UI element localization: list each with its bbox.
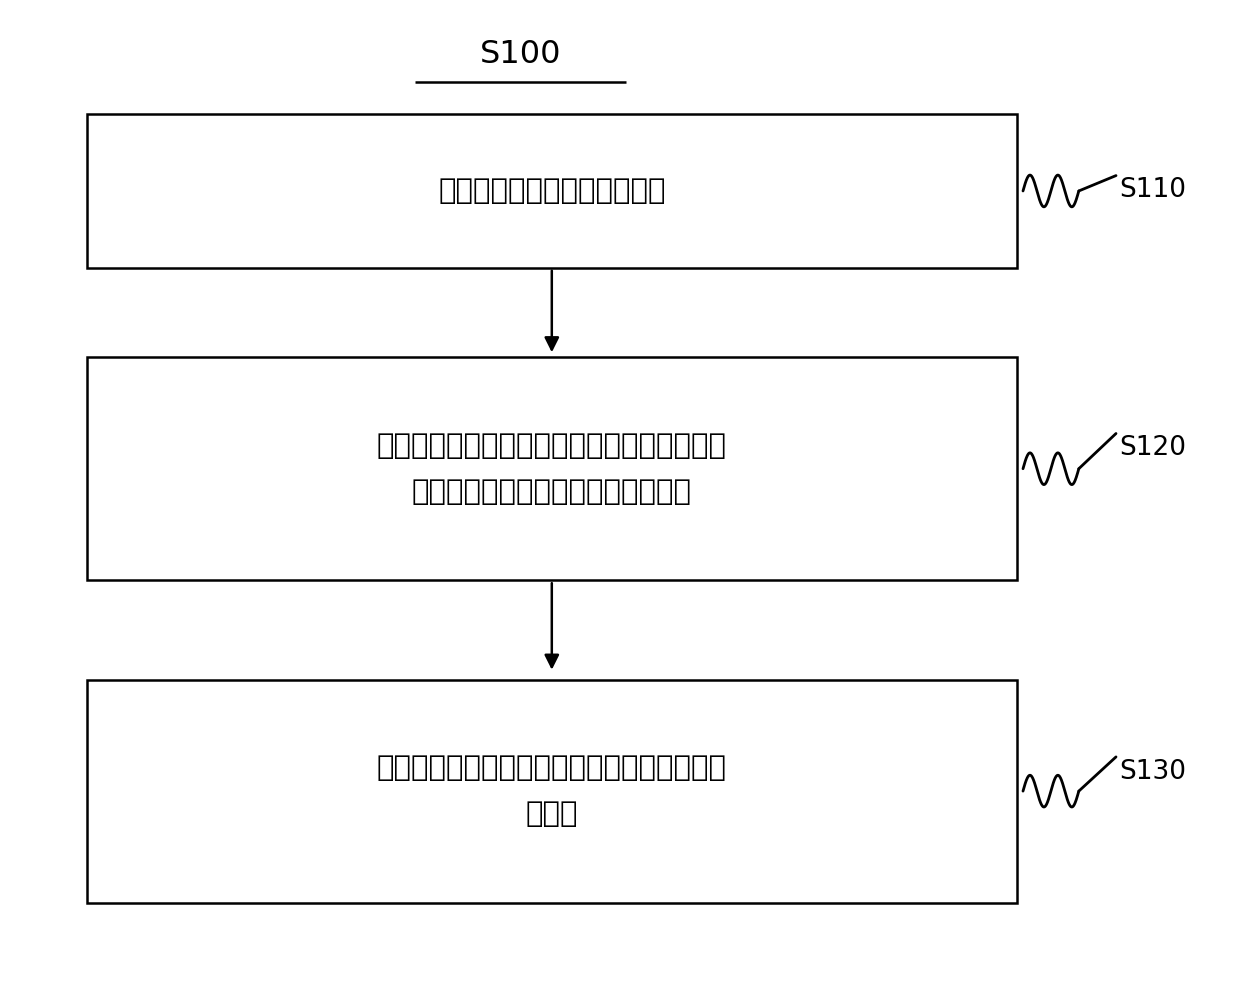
- Text: 根据所述母线电压确定所述储能电源是否存在
环境扰动，若是则生成电源保护信号: 根据所述母线电压确定所述储能电源是否存在 环境扰动，若是则生成电源保护信号: [377, 432, 727, 506]
- Text: S110: S110: [1120, 178, 1187, 203]
- Bar: [87, 114, 1017, 268]
- Text: 在接收到所述电源保护信号时控制所述充电电
路关断: 在接收到所述电源保护信号时控制所述充电电 路关断: [377, 754, 727, 828]
- Bar: [87, 357, 1017, 580]
- Text: S120: S120: [1120, 435, 1187, 461]
- Text: 检测所述储能电源的母线电压: 检测所述储能电源的母线电压: [438, 177, 666, 205]
- Text: S100: S100: [480, 39, 562, 70]
- Text: S130: S130: [1120, 759, 1187, 785]
- Bar: [87, 680, 1017, 903]
